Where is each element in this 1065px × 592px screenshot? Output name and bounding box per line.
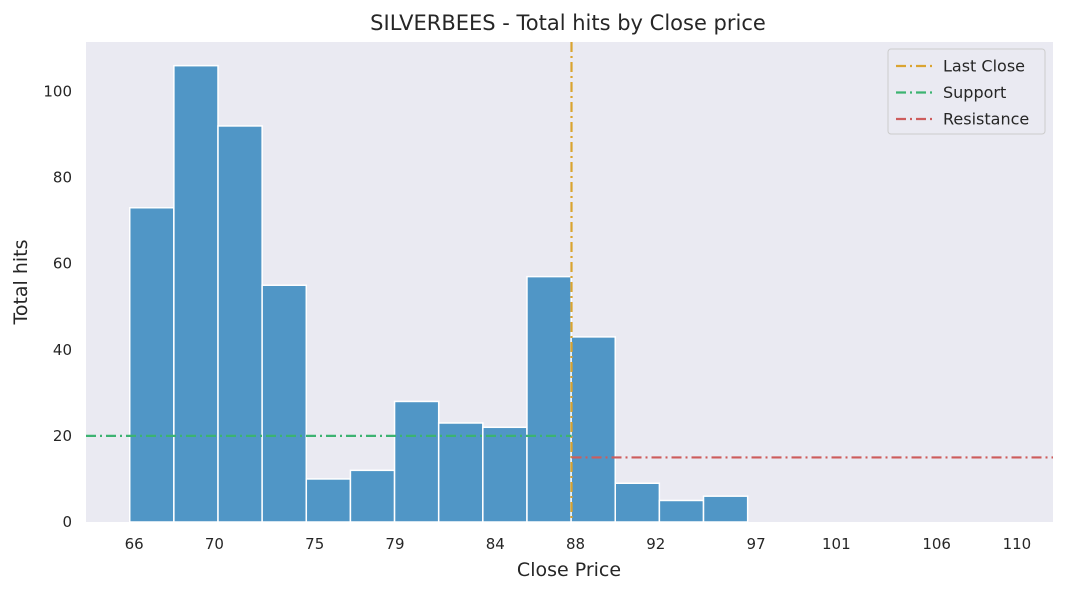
x-tick-label: 70 xyxy=(205,535,224,553)
legend: Last Close Support Resistance xyxy=(887,48,1046,135)
histogram-bar xyxy=(305,478,352,523)
x-axis-title: Close Price xyxy=(517,559,621,581)
y-axis-title: Total hits xyxy=(10,239,32,325)
y-tick-label: 0 xyxy=(62,513,72,531)
y-tick-label: 60 xyxy=(53,255,72,273)
histogram-bar xyxy=(393,400,440,523)
legend-box xyxy=(887,48,1046,135)
x-tick-label: 84 xyxy=(486,535,505,553)
histogram-bar xyxy=(217,125,263,523)
x-tick-label: 88 xyxy=(566,535,585,553)
histogram-bar xyxy=(173,64,219,523)
reference-lines-layer xyxy=(86,42,1053,522)
y-tick-label: 20 xyxy=(53,427,72,445)
y-tick-label: 100 xyxy=(43,83,72,101)
x-tick-label: 110 xyxy=(1003,535,1032,553)
legend-label: Last Close xyxy=(943,57,1025,76)
histogram-bar xyxy=(437,422,484,523)
y-tick-label: 80 xyxy=(53,169,72,187)
x-tick-labels: 66 70 75 79 84 88 92 97 101 106 110 xyxy=(125,535,1032,553)
x-tick-label: 101 xyxy=(822,535,851,553)
histogram-bar xyxy=(349,469,396,523)
x-tick-label: 106 xyxy=(922,535,951,553)
x-tick-label: 66 xyxy=(125,535,144,553)
histogram-bar xyxy=(261,284,308,523)
histogram-bar xyxy=(482,426,528,523)
x-tick-label: 97 xyxy=(747,535,766,553)
x-tick-label: 92 xyxy=(646,535,665,553)
x-tick-label: 75 xyxy=(305,535,324,553)
y-tick-label: 40 xyxy=(53,341,72,359)
histogram-bar xyxy=(658,499,705,523)
histogram-bar xyxy=(570,336,616,523)
bars-layer xyxy=(128,64,749,523)
histogram-bar xyxy=(128,206,175,523)
histogram-bar xyxy=(526,275,572,523)
histogram-bar xyxy=(614,482,661,523)
chart-title: SILVERBEES - Total hits by Close price xyxy=(370,11,766,35)
histogram-bar xyxy=(702,495,749,523)
legend-label: Resistance xyxy=(943,110,1029,129)
legend-label: Support xyxy=(943,83,1006,102)
x-tick-label: 79 xyxy=(385,535,404,553)
y-tick-labels: 0 20 40 60 80 100 xyxy=(43,83,72,531)
legend-items: Last Close Support Resistance xyxy=(896,57,1029,129)
